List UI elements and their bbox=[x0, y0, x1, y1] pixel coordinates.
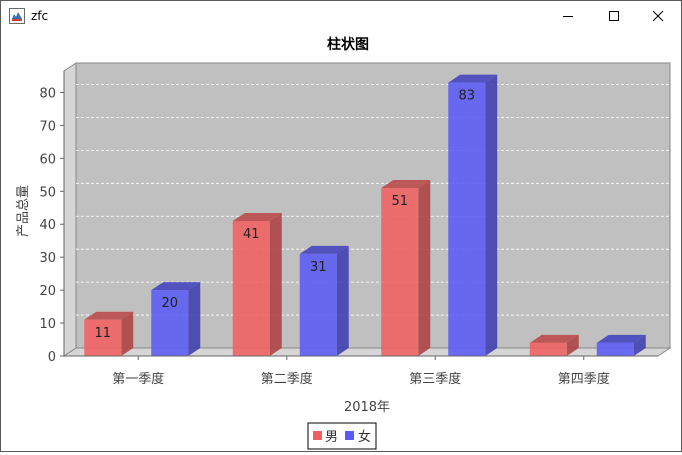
legend: 男 女 bbox=[307, 422, 377, 450]
x-tick-label: 第四季度 bbox=[558, 371, 610, 387]
bar-front bbox=[232, 220, 270, 356]
close-icon bbox=[652, 10, 664, 22]
y-tick-label: 60 bbox=[39, 152, 56, 167]
maximize-button[interactable] bbox=[591, 1, 637, 31]
bar-female-2: 31 bbox=[299, 245, 349, 356]
bar-male-3: 51 bbox=[381, 180, 431, 356]
bar-top bbox=[529, 334, 579, 343]
bar-female-4 bbox=[596, 334, 646, 356]
bar-value-label: 11 bbox=[94, 326, 111, 341]
bar-value-label: 31 bbox=[310, 260, 327, 275]
bar-female-1: 20 bbox=[151, 282, 201, 356]
bar-side bbox=[269, 212, 282, 356]
bar-male-1: 11 bbox=[84, 311, 134, 356]
bar-top bbox=[381, 180, 431, 188]
bar-male-2: 41 bbox=[232, 212, 282, 356]
bar-front bbox=[299, 253, 337, 356]
legend-swatch-female bbox=[345, 431, 354, 440]
bar-front bbox=[529, 342, 567, 356]
bars: 11 20 41 31 51 83 bbox=[84, 74, 646, 357]
bar-front bbox=[596, 342, 634, 356]
gridlines bbox=[76, 84, 670, 316]
bar-front bbox=[381, 188, 419, 356]
x-tick-label: 第三季度 bbox=[409, 371, 461, 387]
y-tick-label: 20 bbox=[39, 284, 56, 299]
bar-value-label: 41 bbox=[243, 227, 260, 242]
x-tick-label: 第一季度 bbox=[112, 371, 164, 387]
title-bar[interactable]: zfc bbox=[1, 1, 681, 31]
bar-side bbox=[485, 74, 498, 357]
maximize-icon bbox=[608, 10, 620, 22]
y-tick-label: 80 bbox=[39, 86, 56, 101]
bar-front bbox=[151, 290, 189, 356]
bar-top bbox=[151, 282, 201, 291]
bar-front bbox=[84, 319, 122, 356]
bar-side bbox=[633, 334, 646, 356]
bar-top bbox=[596, 334, 646, 343]
legend-label-female: 女 bbox=[358, 429, 371, 445]
bar-side bbox=[188, 282, 201, 356]
bar-value-label: 51 bbox=[391, 194, 408, 209]
x-axis-label: 2018年 bbox=[344, 400, 390, 415]
chart-title: 柱状图 bbox=[327, 36, 369, 53]
y-tick-label: 50 bbox=[39, 185, 56, 200]
bar-top bbox=[299, 245, 349, 254]
y-tick-label: 10 bbox=[39, 317, 56, 332]
bar-female-3: 83 bbox=[448, 74, 498, 357]
java-cup-icon bbox=[9, 8, 25, 24]
window-title: zfc bbox=[31, 9, 49, 23]
y-tick-label: 70 bbox=[39, 119, 56, 134]
legend-label-male: 男 bbox=[325, 430, 338, 445]
bar-top bbox=[448, 74, 498, 83]
x-axis: 第一季度 第二季度 第三季度 第四季度 bbox=[64, 355, 658, 387]
bar-side bbox=[336, 245, 349, 356]
bar-value-label: 83 bbox=[458, 89, 475, 104]
bar-side bbox=[566, 334, 579, 356]
bar-value-label: 20 bbox=[161, 296, 178, 311]
close-button[interactable] bbox=[635, 1, 681, 31]
y-tick-label: 30 bbox=[39, 251, 56, 266]
bar-front bbox=[448, 82, 486, 357]
bar-side bbox=[121, 311, 134, 356]
bar-top bbox=[232, 212, 282, 221]
bar-side bbox=[418, 180, 431, 356]
bar-top bbox=[84, 311, 134, 320]
chart-panel: 柱状图 0 10 20 30 40 50 60 70 80 11 20 41 31 51 83 第一季度第… bbox=[1, 31, 681, 451]
y-axis: 0 10 20 30 40 50 60 70 80 bbox=[39, 71, 65, 365]
minimize-icon bbox=[562, 10, 574, 22]
bar-chart: 柱状图 01020304050607080 112041315183 第一季度第… bbox=[16, 36, 672, 450]
legend-swatch-male bbox=[313, 431, 322, 440]
x-tick-label: 第二季度 bbox=[261, 371, 313, 387]
bar-male-4 bbox=[529, 334, 579, 356]
y-axis-label: 产品总量 bbox=[16, 185, 31, 237]
plot-side-wall bbox=[63, 62, 77, 357]
minimize-button[interactable] bbox=[545, 1, 591, 31]
y-tick-label: 40 bbox=[39, 218, 56, 233]
y-tick-label: 0 bbox=[48, 350, 56, 365]
